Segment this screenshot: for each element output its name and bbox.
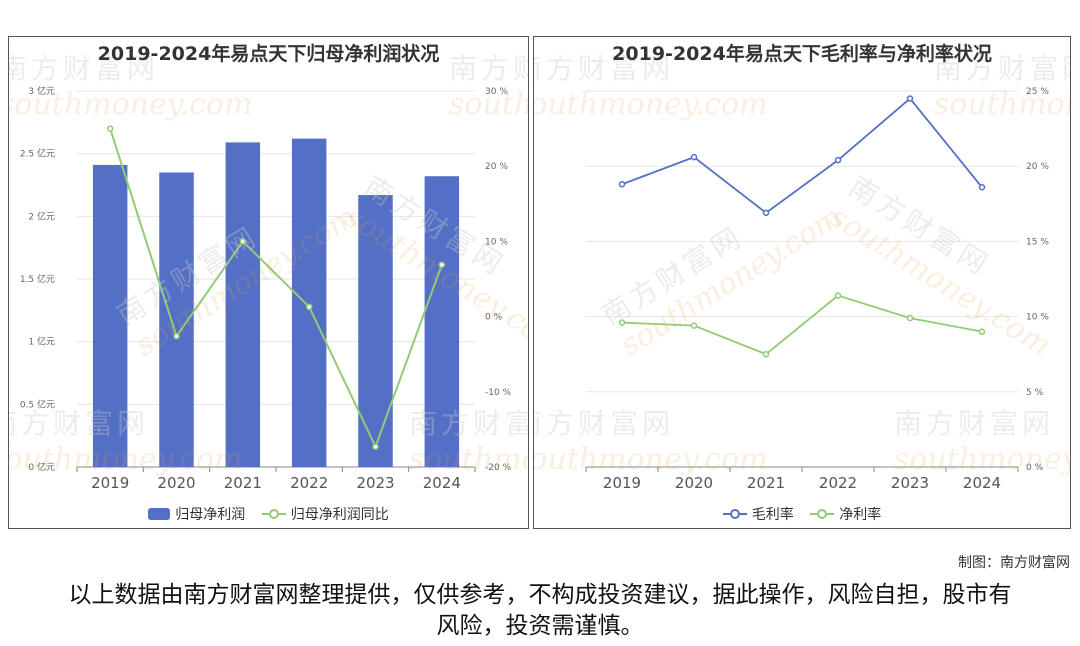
yoy-growth-point (106, 125, 114, 132)
chart-title: 2019-2024年易点天下归母净利润状况 (97, 43, 440, 65)
legend-line-swatch (722, 509, 747, 519)
bar (424, 176, 460, 467)
y-right-tick-label: 20 % (1026, 162, 1049, 172)
legend-item-net-margin[interactable]: 净利率 (810, 504, 881, 524)
yoy-growth-point (173, 332, 180, 340)
net-profit-chart: 0 亿元 0.5 亿元 1 亿元 1.5 亿元 2 亿元 2.5 亿元 3 亿元 -20 % -… (20, 85, 512, 492)
legend-line-swatch (261, 509, 286, 519)
legend-label: 归母净利润 (175, 507, 246, 523)
margin-chart-panel: 2019-2024年易点天下毛利率与净利率状况 南方财富网southmoney.… (533, 36, 1071, 529)
net-margin-line (621, 294, 983, 356)
y-right-tick-label: 15 % (1026, 237, 1049, 247)
net-profit-chart-panel: 2019-2024年易点天下归母净利润状况 南方财富网 southmoney.co… (8, 36, 529, 529)
legend-item-gross-margin[interactable]: 毛利率 (722, 504, 794, 524)
bar (225, 142, 261, 467)
legend-item-bar[interactable]: 归母净利润 (148, 504, 245, 524)
y-left-tick-label: 0 亿元 (28, 461, 55, 473)
y-left-tick-label: 3 亿元 (28, 85, 55, 97)
margin-chart: 0 % 5 % 10 % 15 % 20 % 25 % 2019 2020 2021 2022 20… (585, 87, 1049, 492)
x-tick-label: 2023 (356, 474, 394, 492)
net-margin-point (834, 292, 842, 299)
net-margin-point (762, 350, 770, 358)
y-left-tick-label: 2 亿元 (28, 210, 55, 222)
x-tick-label: 2021 (747, 474, 785, 492)
chart-credit: 制图：南方财富网 (958, 555, 1070, 571)
gross-margin-point (906, 95, 914, 102)
yoy-growth-point (372, 443, 379, 450)
y-right-tick-label: 0 % (485, 313, 503, 323)
y-right-tick-label: -10 % (485, 388, 512, 398)
y-right-tick-label: 10 % (485, 237, 508, 247)
y-left-tick-label: 1 亿元 (28, 336, 55, 348)
bar (291, 138, 327, 468)
chart-title: 2019-2024年易点天下毛利率与净利率状况 (612, 43, 992, 65)
gross-margin-point (762, 209, 770, 217)
legend-bar-swatch (148, 508, 171, 520)
net-margin-point (906, 314, 914, 322)
legend-label: 归母净利润同比 (290, 507, 389, 523)
legend-line-swatch (810, 509, 835, 519)
y-right-tick-label: 5 % (1026, 388, 1044, 398)
x-tick-label: 2019 (91, 474, 129, 492)
y-right-tick-label: 25 % (1026, 87, 1049, 97)
net-margin-point (690, 322, 698, 329)
x-tick-label: 2023 (891, 474, 929, 492)
y-right-tick-label: -20 % (485, 463, 512, 473)
legend-item-line[interactable]: 归母净利润同比 (261, 504, 389, 524)
y-right-tick-label: 20 % (485, 162, 508, 172)
x-tick-label: 2020 (157, 474, 195, 492)
gross-margin-point (618, 180, 626, 188)
x-tick-label: 2024 (423, 474, 461, 492)
gross-margin-point (834, 156, 842, 164)
net-margin-point (978, 328, 986, 335)
y-right-tick-label: 30 % (485, 87, 508, 97)
gross-margin-point (690, 153, 698, 161)
y-right-tick-label: 10 % (1026, 313, 1049, 323)
yoy-growth-point (438, 261, 446, 268)
gross-margin-point (978, 184, 986, 191)
disclaimer-text: 以上数据由南方财富网整理提供，仅供参考，不构成投资建议，据此操作，风险自担，股市… (68, 582, 1012, 639)
chart-legend: 归母净利润 归母净利润同比 (9, 504, 528, 524)
x-tick-label: 2024 (963, 474, 1001, 492)
y-left-tick-label: 0.5 亿元 (20, 398, 55, 410)
x-tick-label: 2022 (290, 474, 328, 492)
y-left-tick-label: 2.5 亿元 (20, 148, 55, 160)
legend-label: 净利率 (839, 507, 882, 523)
yoy-growth-point (305, 303, 313, 311)
y-left-tick-label: 1.5 亿元 (20, 273, 55, 285)
chart-legend: 毛利率 净利率 (534, 504, 1070, 524)
legend-label: 毛利率 (751, 507, 794, 523)
x-tick-label: 2022 (819, 474, 857, 492)
gross-margin-line (621, 97, 983, 214)
y-right-tick-label: 0 % (1026, 463, 1044, 473)
x-tick-label: 2019 (603, 474, 641, 492)
x-tick-label: 2021 (224, 474, 262, 492)
bar (358, 195, 393, 467)
bar (92, 164, 128, 467)
yoy-growth-point (239, 238, 247, 245)
x-tick-label: 2020 (675, 474, 713, 492)
yoy-growth-line (109, 128, 443, 450)
net-margin-point (618, 319, 626, 326)
